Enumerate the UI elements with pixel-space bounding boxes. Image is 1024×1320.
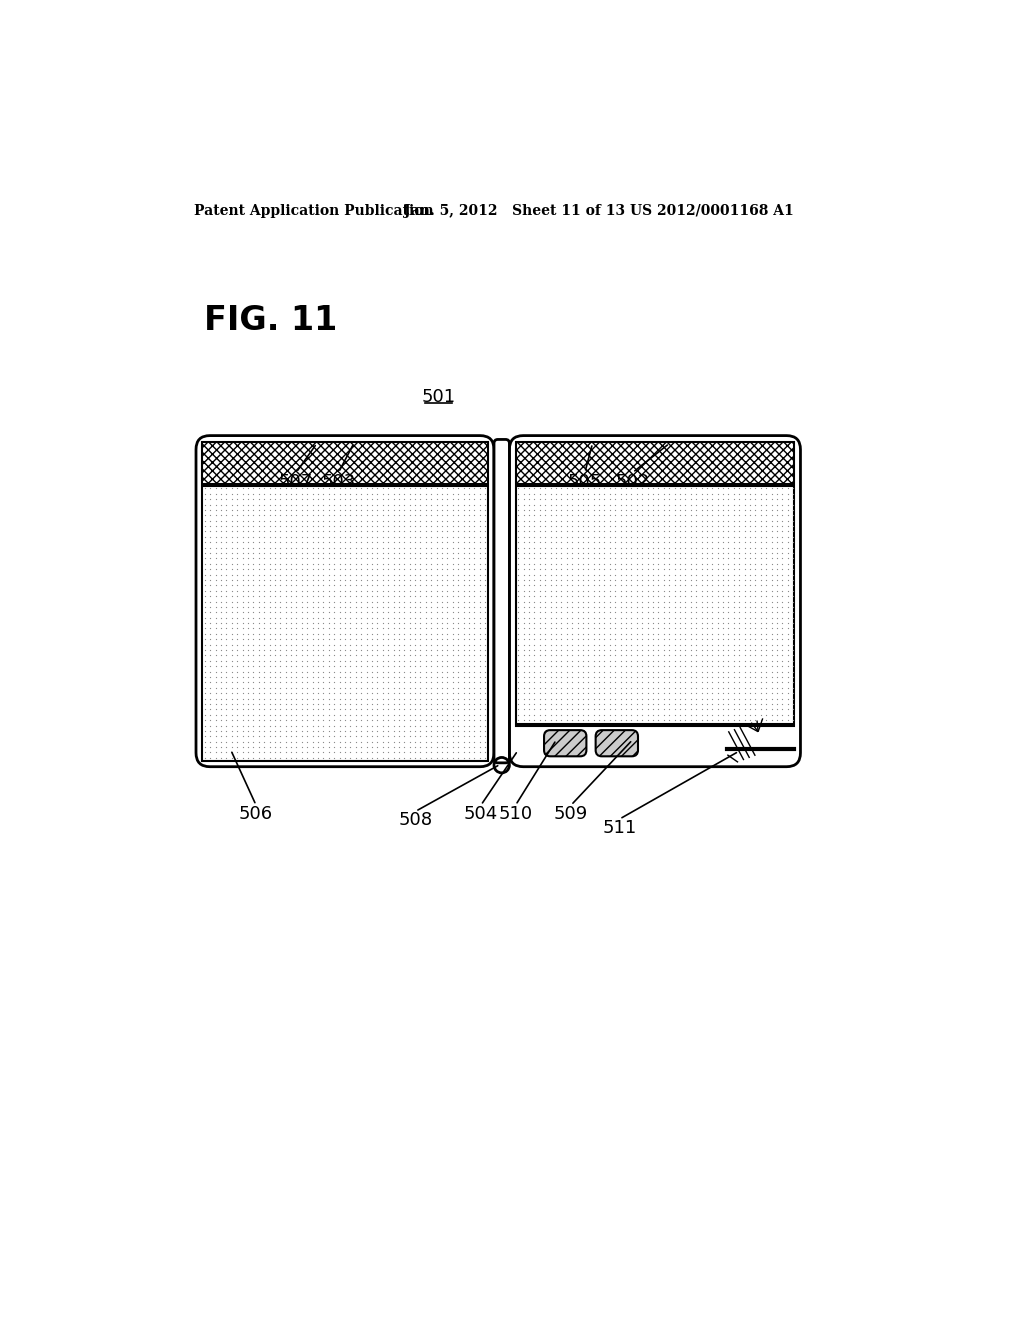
FancyBboxPatch shape (509, 436, 801, 767)
FancyBboxPatch shape (494, 440, 509, 763)
Text: 510: 510 (499, 805, 532, 824)
FancyBboxPatch shape (544, 730, 587, 756)
Text: Patent Application Publication: Patent Application Publication (194, 203, 433, 218)
Text: 504: 504 (464, 805, 498, 824)
Text: 506: 506 (239, 805, 273, 824)
Text: 503: 503 (322, 473, 355, 491)
Bar (202, 486, 487, 760)
FancyBboxPatch shape (596, 730, 638, 756)
Text: 509: 509 (554, 805, 588, 824)
Bar (515, 486, 795, 725)
Text: 502: 502 (615, 473, 649, 491)
Text: 508: 508 (398, 812, 432, 829)
Text: US 2012/0001168 A1: US 2012/0001168 A1 (630, 203, 794, 218)
Text: 501: 501 (422, 388, 456, 407)
Text: 505: 505 (567, 473, 602, 491)
Bar (515, 442, 795, 484)
Text: 511: 511 (602, 818, 637, 837)
Bar (727, 731, 758, 755)
Text: 507: 507 (279, 473, 313, 491)
Text: FIG. 11: FIG. 11 (204, 304, 337, 337)
FancyBboxPatch shape (196, 436, 494, 767)
Bar (202, 442, 487, 484)
Text: Jan. 5, 2012   Sheet 11 of 13: Jan. 5, 2012 Sheet 11 of 13 (403, 203, 625, 218)
